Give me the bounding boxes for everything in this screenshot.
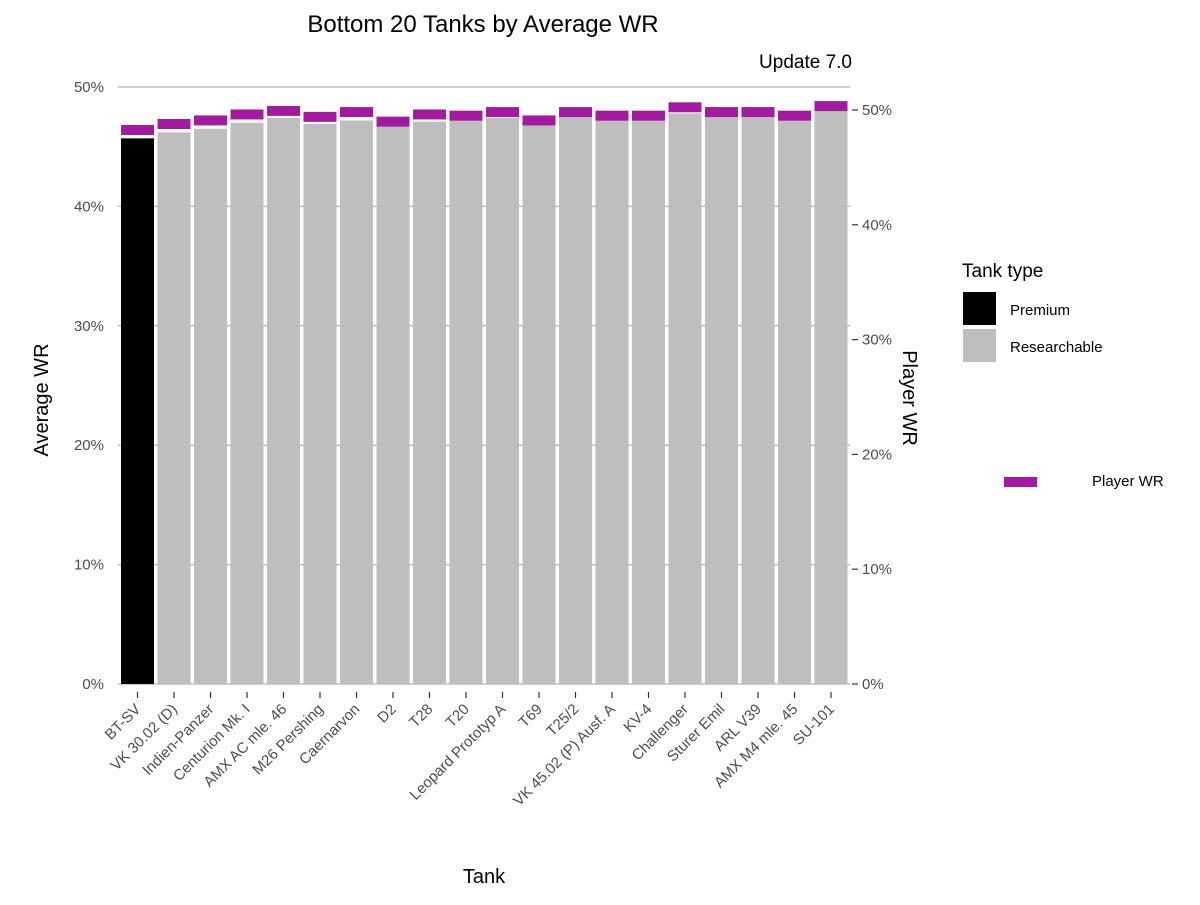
bar	[705, 115, 738, 684]
y-tick-label: 40%	[74, 198, 104, 215]
legend-swatch-player-wr	[1004, 477, 1037, 487]
player-wr-marker	[595, 110, 629, 121]
player-wr-marker	[413, 109, 446, 120]
y2-tick-label: 10%	[862, 561, 892, 578]
x-axis-title: Tank	[463, 866, 506, 888]
player-wr-marker	[303, 111, 337, 122]
right-axis-ticks: 0% 10% 20% 30% 40% 50%	[852, 102, 892, 693]
legend-label-player-wr: Player WR	[1092, 473, 1164, 490]
bar	[121, 138, 154, 685]
player-wr-marker	[632, 110, 665, 121]
player-wr-marker	[376, 116, 410, 127]
x-tick-label: T28	[406, 701, 436, 731]
legend-label-researchable: Researchable	[1010, 339, 1103, 356]
player-wr-marker	[230, 109, 264, 120]
player-wr-marker	[559, 107, 592, 118]
y2-tick-label: 50%	[862, 102, 892, 119]
y2-axis-title: Player WR	[898, 350, 920, 446]
legend-swatch-premium	[963, 292, 996, 325]
bar	[668, 113, 702, 684]
bar	[632, 116, 665, 685]
bar	[303, 124, 337, 685]
bar	[522, 116, 556, 685]
y-tick-label: 20%	[74, 437, 104, 454]
legend-label-premium: Premium	[1010, 302, 1070, 319]
player-wr-markers	[121, 101, 848, 135]
bar	[778, 114, 811, 685]
player-wr-marker	[340, 107, 373, 118]
bar	[814, 109, 848, 685]
grid-lines	[118, 86, 850, 685]
player-wr-marker	[157, 119, 191, 130]
y2-tick-label: 30%	[862, 332, 892, 349]
bar	[413, 121, 446, 685]
bar	[157, 132, 191, 684]
y-tick-label: 50%	[74, 79, 104, 96]
player-wr-marker	[778, 110, 811, 121]
bar	[340, 120, 373, 684]
player-wr-marker	[267, 105, 300, 116]
bar	[449, 120, 483, 684]
player-wr-marker	[121, 124, 154, 135]
x-tick-label: T69	[516, 701, 546, 731]
x-tick-label: SU-101	[790, 701, 838, 749]
y-tick-label: 30%	[74, 318, 104, 335]
y-tick-label: 0%	[82, 676, 104, 693]
player-wr-marker	[194, 115, 227, 126]
y2-tick-label: 40%	[862, 217, 892, 234]
legend: Tank type Premium Researchable Player WR	[962, 261, 1164, 490]
bar	[267, 118, 300, 684]
chart-subtitle: Update 7.0	[759, 52, 852, 73]
player-wr-marker	[449, 110, 483, 121]
bar	[559, 115, 592, 684]
player-wr-marker	[741, 107, 775, 118]
player-wr-marker	[486, 107, 519, 118]
y-tick-label: 10%	[74, 557, 104, 574]
bar	[741, 114, 775, 685]
bars	[121, 109, 848, 685]
bar	[486, 118, 519, 684]
player-wr-marker	[705, 107, 738, 118]
player-wr-marker	[814, 101, 848, 112]
bar	[194, 128, 227, 685]
bar	[230, 122, 264, 684]
legend-title: Tank type	[962, 261, 1043, 282]
y2-tick-label: 0%	[862, 676, 884, 693]
left-axis-ticks: 0% 10% 20% 30% 40% 50%	[74, 79, 104, 693]
bar	[376, 122, 410, 684]
y-axis-title: Average WR	[31, 343, 53, 456]
player-wr-marker	[522, 115, 556, 126]
bar	[595, 116, 629, 685]
y2-tick-label: 20%	[862, 446, 892, 463]
x-tick-label: T20	[443, 701, 473, 731]
x-tick-label: D2	[374, 701, 400, 727]
chart-title: Bottom 20 Tanks by Average WR	[307, 11, 658, 38]
player-wr-marker	[668, 102, 702, 113]
legend-swatch-researchable	[963, 329, 996, 362]
